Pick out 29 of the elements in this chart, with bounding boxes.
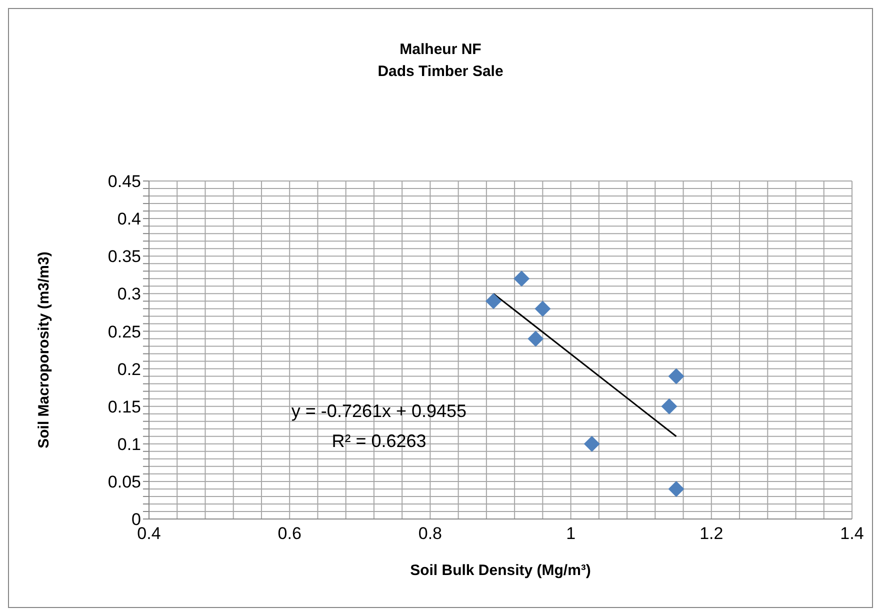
x-axis-title: Soil Bulk Density (Mg/m³)	[410, 562, 591, 579]
point	[534, 300, 551, 317]
x-tick-label: 1	[566, 524, 576, 544]
y-tick-label: 0.15	[108, 397, 141, 416]
point	[668, 480, 684, 497]
x-tick-label: 1.4	[840, 524, 864, 544]
y-tick-label: 0.3	[117, 284, 141, 304]
y-tick-label: 0.25	[108, 322, 141, 342]
annotation: y = -0.7261x + 0.9455	[290, 401, 468, 422]
chart-subtitle: Dads Timber Sale	[376, 62, 504, 82]
point	[514, 270, 530, 287]
y-axis-title: Soil Macroporosity (m3/m3)	[35, 252, 52, 448]
point	[485, 293, 502, 310]
point	[661, 398, 678, 414]
point	[528, 330, 544, 347]
y-tick-label: 0.05	[108, 472, 141, 492]
y-tick-label: 0.2	[117, 360, 141, 379]
point	[584, 436, 600, 452]
point	[668, 368, 684, 384]
y-tick-label: 0.35	[108, 247, 141, 266]
x-tick-label: 0.6	[278, 524, 302, 544]
x-tick-label: 0.8	[418, 524, 442, 544]
annotation: R² = 0.6263	[330, 431, 428, 452]
y-tick-label: 0.1	[117, 434, 141, 454]
chart-title: Malheur NF	[398, 40, 482, 60]
x-tick-label: 1.2	[700, 524, 724, 544]
y-tick-label: 0.45	[108, 172, 141, 192]
x-tick-label: 0.4	[137, 524, 161, 544]
y-tick-label: 0.4	[117, 210, 141, 229]
